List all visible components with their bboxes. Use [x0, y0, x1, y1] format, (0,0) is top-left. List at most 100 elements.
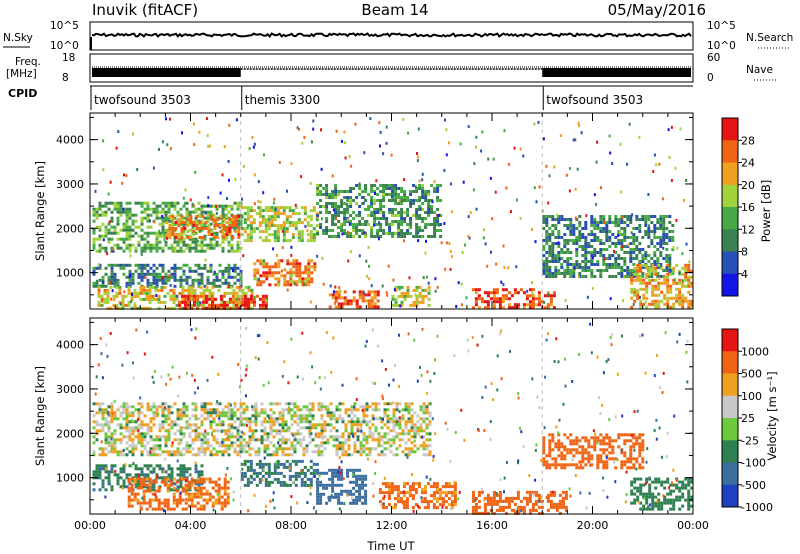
heatmap-cell [134, 444, 138, 448]
heatmap-cell [230, 414, 234, 418]
heatmap-cell [125, 225, 129, 229]
heatmap-cell [257, 414, 261, 418]
heatmap-cell [672, 246, 675, 250]
y-tick-label: 1000 [56, 267, 84, 280]
heatmap-cell [563, 260, 567, 263]
heatmap-cell [152, 402, 156, 406]
heatmap-cell [395, 447, 399, 451]
heatmap-cell [569, 239, 573, 242]
heatmap-cell [467, 125, 470, 129]
heatmap-cell [197, 482, 201, 486]
nsky-panel: N.Sky 10^5 10^0 10^5 10^0 N.Search [3, 20, 793, 52]
heatmap-cell [355, 299, 359, 303]
heatmap-cell [368, 447, 372, 451]
heatmap-cell [176, 429, 180, 433]
heatmap-cell [578, 266, 582, 269]
heatmap-cell [233, 450, 237, 454]
heatmap-cell [391, 214, 395, 217]
heatmap-cell [323, 441, 327, 445]
heatmap-cell [644, 215, 648, 218]
heatmap-cell [418, 199, 422, 202]
heatmap-cell [131, 213, 135, 217]
heatmap-cell [227, 447, 231, 451]
heatmap-cell [685, 242, 688, 246]
heatmap-cell [617, 218, 621, 221]
heatmap-cell [95, 473, 99, 477]
heatmap-cell [347, 420, 351, 424]
heatmap-cell [590, 272, 594, 275]
heatmap-cell [551, 272, 555, 275]
heatmap-cell [381, 497, 385, 501]
heatmap-cell [385, 223, 389, 226]
heatmap-cell [313, 265, 317, 269]
heatmap-cell [650, 230, 654, 233]
heatmap-cell [417, 127, 420, 131]
heatmap-cell [92, 246, 96, 250]
heatmap-cell [221, 210, 225, 214]
heatmap-cell [392, 231, 395, 235]
heatmap-cell [368, 264, 370, 268]
heatmap-cell [254, 453, 258, 457]
heatmap-cell [687, 275, 691, 279]
heatmap-cell [190, 483, 194, 487]
heatmap-cell [101, 450, 105, 454]
heatmap-cell [425, 447, 429, 451]
heatmap-cell [228, 297, 232, 301]
heatmap-cell [158, 438, 162, 442]
heatmap-cell [294, 474, 298, 478]
heatmap-cell [128, 249, 132, 253]
heatmap-cell [221, 213, 225, 217]
heatmap-cell [551, 218, 555, 221]
heatmap-cell [590, 263, 594, 266]
heatmap-cell [224, 281, 228, 285]
heatmap-cell [269, 429, 273, 433]
heatmap-cell [263, 450, 267, 454]
heatmap-cell [399, 304, 402, 308]
heatmap-cell [97, 291, 101, 295]
heatmap-cell [136, 501, 140, 505]
heatmap-cell [215, 243, 219, 247]
heatmap-cell [249, 230, 253, 234]
heatmap-cell [681, 302, 685, 306]
heatmap-cell [359, 453, 363, 457]
heatmap-cell [578, 221, 582, 224]
heatmap-cell [288, 206, 292, 210]
heatmap-cell [255, 227, 259, 231]
nsky-line [91, 32, 692, 38]
heatmap-cell [122, 479, 126, 483]
heatmap-cell [410, 441, 414, 445]
heatmap-cell [182, 278, 186, 282]
heatmap-cell [212, 408, 216, 412]
heatmap-cell [404, 402, 408, 406]
heatmap-cell [173, 269, 177, 273]
heatmap-cell [218, 414, 222, 418]
heatmap-cell [243, 459, 247, 463]
heatmap-cell [690, 299, 694, 303]
heatmap-cell [110, 216, 114, 220]
heatmap-cell [334, 235, 338, 238]
heatmap-cell [209, 246, 213, 250]
heatmap-cell [212, 278, 216, 282]
heatmap-cell [168, 274, 171, 278]
heatmap-cell [376, 223, 380, 226]
heatmap-cell [212, 438, 216, 442]
heatmap-cell [665, 266, 669, 269]
heatmap-cell [146, 234, 150, 238]
heatmap-cell [331, 202, 335, 205]
heatmap-cell [183, 306, 187, 310]
heatmap-cell [194, 426, 198, 430]
heatmap-cell [152, 269, 156, 273]
heatmap-cell [397, 202, 401, 205]
heatmap-cell [158, 447, 162, 451]
beam-title: Beam 14 [361, 1, 428, 19]
heatmap-cell [143, 464, 147, 468]
heatmap-cell [209, 411, 213, 415]
heatmap-cell [551, 248, 555, 251]
heatmap-cell [117, 130, 120, 134]
heatmap-cell [158, 275, 162, 279]
heatmap-cell [393, 485, 397, 489]
heatmap-cell [623, 239, 627, 242]
heatmap-cell [188, 432, 192, 436]
heatmap-cell [602, 263, 606, 266]
heatmap-cell [638, 135, 641, 139]
